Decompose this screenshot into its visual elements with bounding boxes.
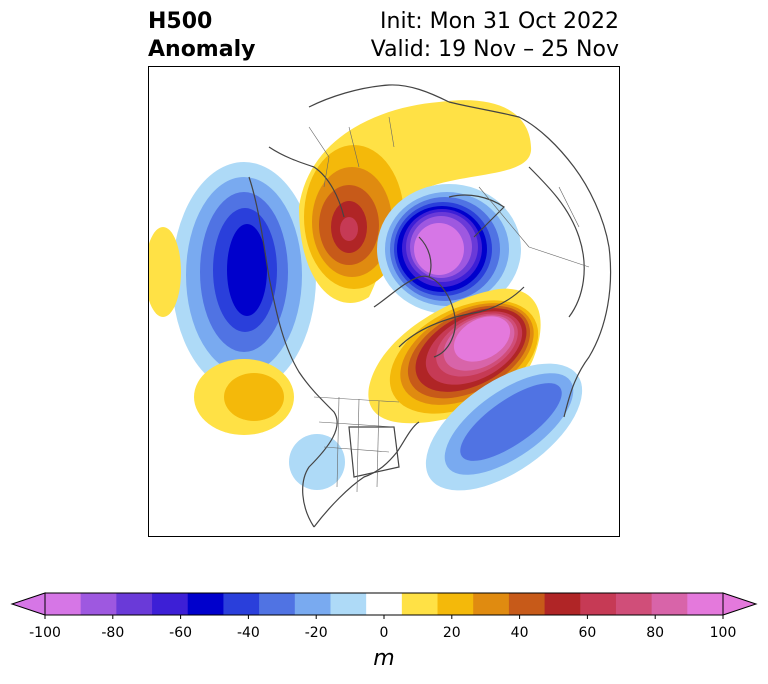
colorbar-tick-label: 40: [510, 625, 529, 641]
colorbar-tick-label: 80: [646, 625, 665, 641]
state-borders: [308, 116, 590, 493]
colorbar-segment: [580, 593, 617, 615]
colorbar-segment: [45, 593, 82, 615]
colorbar-tick-label: -60: [169, 625, 193, 641]
map-panel: [148, 66, 620, 537]
positive-anomaly-pacific: [194, 359, 294, 435]
colorbar-tick-label: -100: [29, 625, 61, 641]
colorbar-tick-label: -40: [236, 625, 260, 641]
colorbar-segment: [544, 593, 581, 615]
negative-anomaly-arctic: [377, 184, 521, 314]
colorbar-segment: [80, 593, 117, 615]
colorbar-segment: [330, 593, 367, 615]
init-date: Init: Mon 31 Oct 2022: [380, 9, 619, 34]
colorbar-tick-label: -20: [304, 625, 328, 641]
colorbar-unit-label: m: [373, 646, 395, 671]
negative-anomaly-atlantic: [425, 363, 583, 491]
negative-anomaly-bering: [172, 162, 316, 392]
colorbar-tick-label: 20: [442, 625, 461, 641]
colorbar-segment: [473, 593, 510, 615]
colorbar-tick-label: 100: [709, 625, 737, 641]
colorbar-segment: [687, 593, 724, 615]
colorbar-tick-label: -80: [101, 625, 125, 641]
colorbar-segment: [152, 593, 189, 615]
colorbar-segment: [259, 593, 296, 615]
colorbar-tick-label: 60: [578, 625, 597, 641]
colorbar-segment: [401, 593, 439, 615]
colorbar-segment: [366, 593, 403, 615]
colorbar-tick-label: 0: [379, 625, 389, 641]
title-variable: H500: [148, 9, 213, 34]
colorbar-segment: [294, 593, 331, 615]
colorbar-extend-max: [722, 592, 758, 616]
valid-range: Valid: 19 Nov – 25 Nov: [370, 37, 619, 62]
title-right: Init: Mon 31 Oct 2022 Valid: 19 Nov – 25…: [371, 8, 619, 64]
title-field: Anomaly: [148, 37, 256, 62]
colorbar-segment: [508, 593, 546, 615]
negative-anomaly-southeast-us: [289, 434, 345, 490]
colorbar-segment: [437, 593, 474, 615]
anomaly-map: [149, 84, 612, 528]
coastlines: [248, 84, 612, 528]
colorbar-segment: [615, 593, 653, 615]
colorbar-segment: [187, 593, 224, 615]
colorbar-segment: [116, 593, 153, 615]
colorbar: [10, 592, 758, 619]
colorbar-segment: [223, 593, 260, 615]
title-left: H500 Anomaly: [148, 8, 255, 64]
positive-anomaly-west-pacific: [149, 227, 181, 317]
colorbar-extend-min: [10, 592, 46, 616]
colorbar-segment: [651, 593, 688, 615]
